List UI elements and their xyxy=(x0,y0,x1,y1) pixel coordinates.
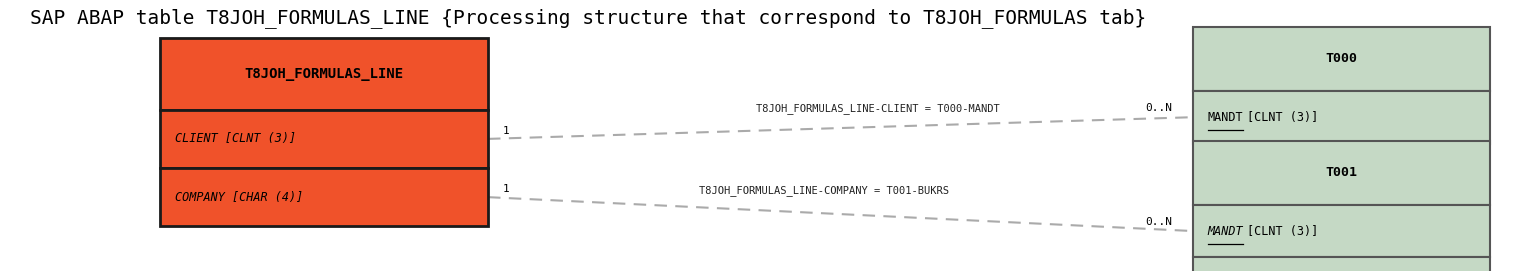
Bar xyxy=(160,168,488,226)
Bar xyxy=(1193,91,1490,144)
Text: T000: T000 xyxy=(1325,53,1357,65)
Text: 1: 1 xyxy=(503,126,509,136)
Bar xyxy=(160,38,488,110)
Text: MANDT: MANDT xyxy=(1208,111,1243,124)
Text: 1: 1 xyxy=(503,185,509,195)
Bar xyxy=(1193,141,1490,205)
Text: [CLNT (3)]: [CLNT (3)] xyxy=(1247,225,1318,237)
Bar xyxy=(1193,27,1490,91)
Text: T8JOH_FORMULAS_LINE-CLIENT = T000-MANDT: T8JOH_FORMULAS_LINE-CLIENT = T000-MANDT xyxy=(756,104,999,114)
Bar xyxy=(1193,205,1490,257)
Text: [CLNT (3)]: [CLNT (3)] xyxy=(1247,111,1318,124)
Text: COMPANY [CHAR (4)]: COMPANY [CHAR (4)] xyxy=(175,191,303,204)
Text: T8JOH_FORMULAS_LINE: T8JOH_FORMULAS_LINE xyxy=(244,67,404,81)
Text: CLIENT [CLNT (3)]: CLIENT [CLNT (3)] xyxy=(175,133,296,145)
Text: 0..N: 0..N xyxy=(1145,217,1173,227)
Text: T8JOH_FORMULAS_LINE-COMPANY = T001-BUKRS: T8JOH_FORMULAS_LINE-COMPANY = T001-BUKRS xyxy=(700,186,950,196)
Text: SAP ABAP table T8JOH_FORMULAS_LINE {Processing structure that correspond to T8JO: SAP ABAP table T8JOH_FORMULAS_LINE {Proc… xyxy=(30,8,1147,28)
Bar xyxy=(1193,257,1490,271)
Text: 0..N: 0..N xyxy=(1145,103,1173,113)
Text: T001: T001 xyxy=(1325,166,1357,179)
Bar xyxy=(160,110,488,168)
Text: MANDT: MANDT xyxy=(1208,225,1243,237)
